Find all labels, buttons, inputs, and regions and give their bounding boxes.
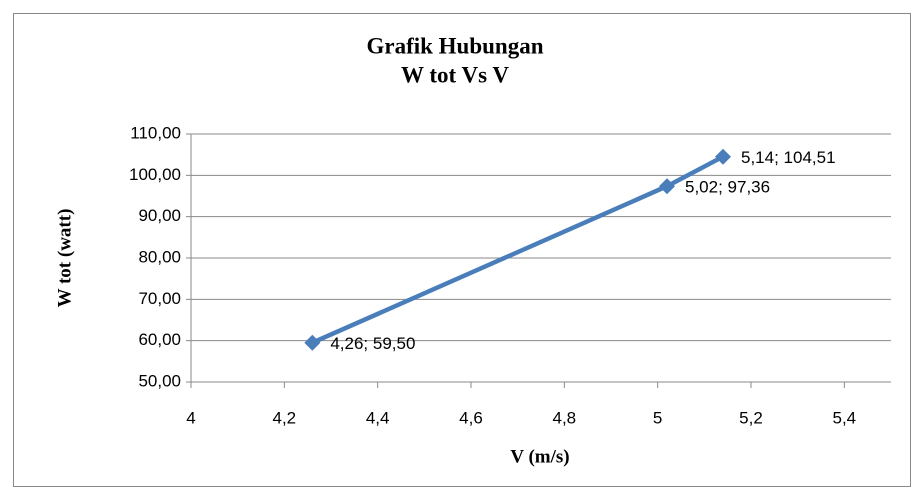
y-tick-label: 110,00 [130,123,181,142]
x-tick-label: 4,4 [366,408,390,427]
y-tick-label: 90,00 [138,206,181,225]
x-tick-label: 4,6 [459,408,483,427]
x-axis-label: V (m/s) [510,446,569,467]
data-label: 4,26; 59,50 [330,334,415,353]
chart-title: Grafik Hubungan [366,33,543,58]
chart-border [13,13,911,487]
y-tick-label: 70,00 [138,289,181,308]
y-tick-label: 100,00 [129,165,181,184]
x-tick-label: 4 [186,408,195,427]
x-tick-label: 5,4 [833,408,857,427]
data-point [715,148,731,165]
x-tick-label: 4,8 [553,408,577,427]
x-tick-label: 4,2 [273,408,297,427]
data-point [304,334,321,351]
y-tick-label: 80,00 [138,247,181,266]
data-label: 5,14; 104,51 [741,148,836,167]
y-axis-label: W tot (watt) [54,209,75,308]
chart-title: W tot Vs V [401,62,509,87]
x-tick-label: 5 [653,408,662,427]
x-tick-label: 5,2 [739,408,763,427]
y-tick-label: 60,00 [138,330,181,349]
y-tick-label: 50,00 [138,371,181,390]
data-label: 5,02; 97,36 [685,178,770,197]
data-point [659,178,675,195]
